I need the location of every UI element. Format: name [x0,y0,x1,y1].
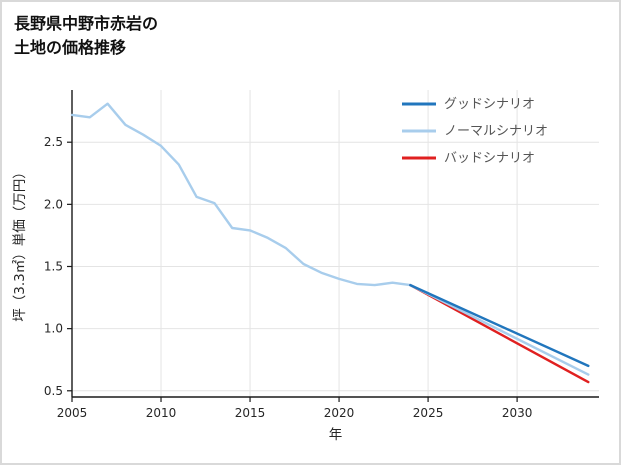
y-tick-label: 2.0 [44,197,63,211]
legend-label-good: グッドシナリオ [444,97,535,112]
x-tick-label: 2005 [57,406,88,420]
x-tick-label: 2015 [235,406,266,420]
chart-title-line1: 長野県中野市赤岩の [14,14,159,33]
series-line-history [70,102,412,287]
y-tick-label: 2.5 [44,135,63,149]
x-tick-label: 2010 [146,406,177,420]
series-line-normal [409,283,590,376]
legend-label-bad: バッドシナリオ [444,151,535,166]
x-tick-label: 2030 [502,406,533,420]
y-tick-label: 1.0 [44,322,63,336]
chart-title: 長野県中野市赤岩の 土地の価格推移 [14,12,158,60]
y-axis-label: 坪（3.3㎡）単価（万円） [12,165,28,321]
y-tick-label: 0.5 [44,384,63,398]
series-line-good [409,283,590,368]
x-tick-label: 2025 [413,406,444,420]
x-tick-label: 2020 [324,406,355,420]
y-tick-label: 1.5 [44,259,63,273]
x-axis-label: 年 [329,427,343,443]
legend-label-normal: ノーマルシナリオ [444,124,548,139]
chart-title-line2: 土地の価格推移 [14,38,127,57]
